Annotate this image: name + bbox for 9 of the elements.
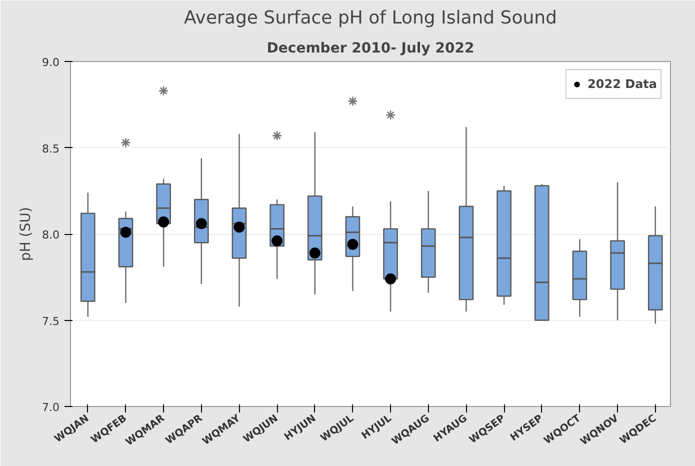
y-tick-label: 8.5 (42, 142, 60, 156)
y-tick-label: 9.0 (42, 56, 60, 69)
chart-subtitle: December 2010- July 2022 (266, 40, 474, 56)
y-tick-label: 8.0 (42, 228, 60, 242)
y-axis-title: pH (SU) (18, 207, 34, 261)
y-tick-label: 7.0 (42, 401, 60, 414)
chart-title: Average Surface pH of Long Island Sound (184, 8, 557, 28)
legend-label: 2022 Data (588, 77, 657, 91)
y-tick-label: 7.5 (42, 314, 60, 328)
